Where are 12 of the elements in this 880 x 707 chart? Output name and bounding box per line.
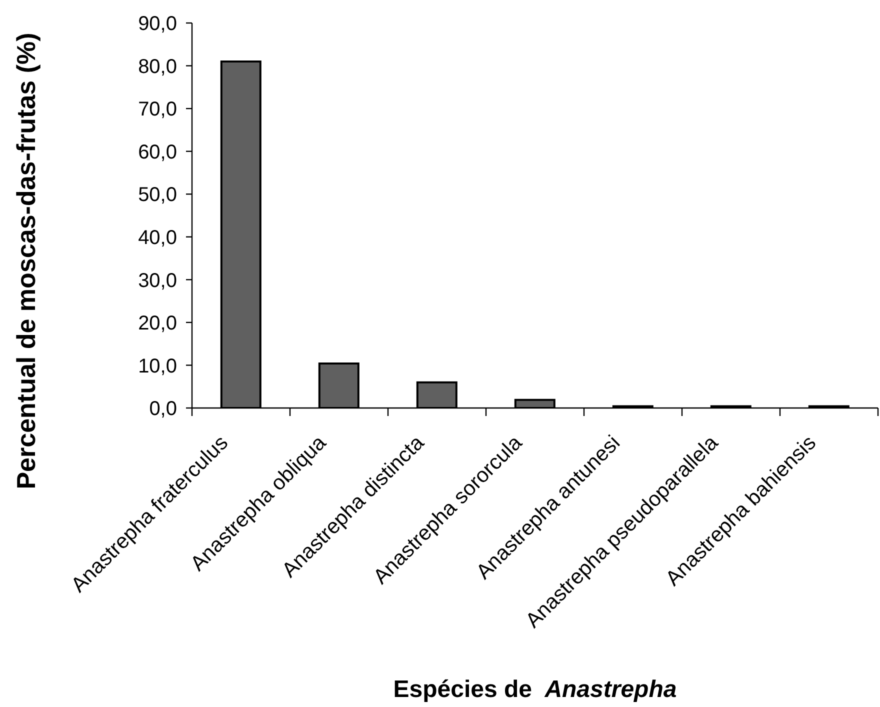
y-tick-label: 0,0: [149, 398, 177, 420]
y-tick-label: 10,0: [138, 355, 177, 378]
y-tick-label: 20,0: [138, 312, 177, 335]
y-tick-label: 70,0: [138, 98, 177, 121]
y-tick-label: 50,0: [138, 184, 177, 206]
y-tick-label: 40,0: [138, 226, 177, 249]
x-axis-title: Espécies de Anastrepha: [393, 676, 677, 703]
y-tick-label: 80,0: [138, 56, 177, 78]
y-axis-title: Percentual de moscas-das-frutas (%): [11, 32, 41, 490]
y-tick-label: 90,0: [138, 13, 177, 36]
y-tick-label: 30,0: [138, 270, 177, 292]
y-tick-label: 60,0: [138, 141, 177, 164]
